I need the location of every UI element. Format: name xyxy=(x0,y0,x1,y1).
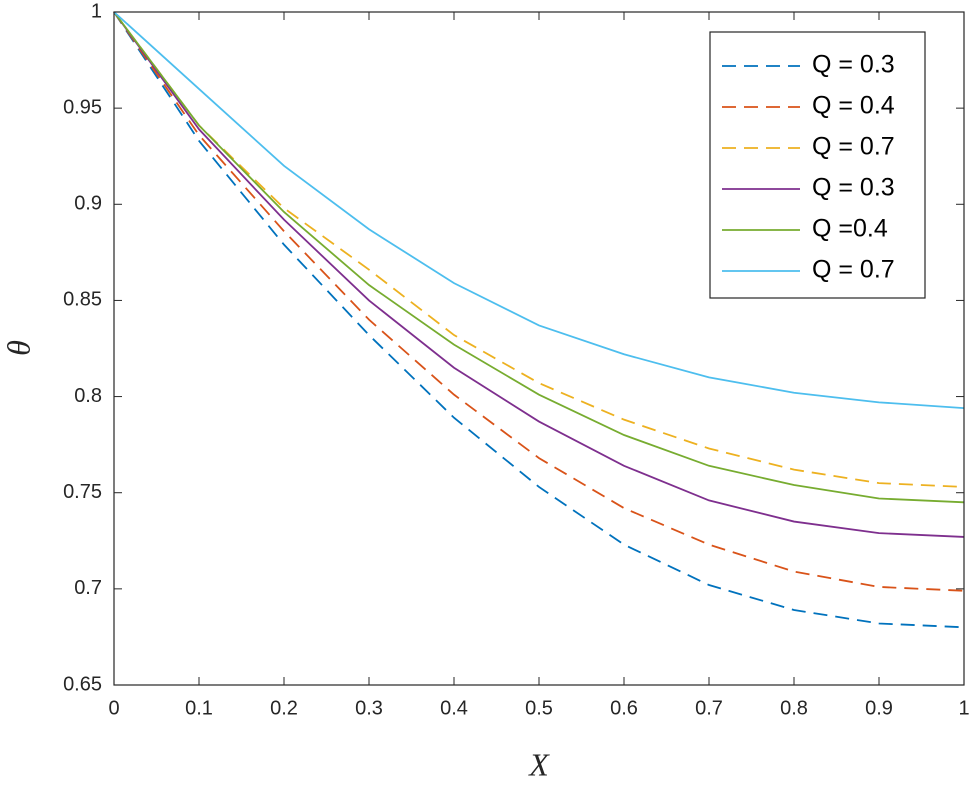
legend-label: Q = 0.7 xyxy=(812,133,895,161)
legend-label: Q = 0.3 xyxy=(812,51,895,79)
y-tick-label: 1 xyxy=(91,0,102,22)
legend-label: Q = 0.4 xyxy=(812,92,895,120)
y-tick-label: 0.75 xyxy=(63,481,102,503)
x-tick-label: 0.6 xyxy=(610,697,638,719)
y-tick-label: 0.9 xyxy=(74,193,102,215)
data-line xyxy=(113,11,965,538)
y-tick-label: 0.7 xyxy=(74,577,102,599)
data-line xyxy=(113,11,965,592)
data-line xyxy=(113,11,965,488)
x-tick-label: 0.2 xyxy=(270,697,298,719)
legend-label: Q = 0.3 xyxy=(812,174,895,202)
x-tick-label: 0.5 xyxy=(525,697,553,719)
y-tick-label: 0.85 xyxy=(63,289,102,311)
x-tick-label: 0.3 xyxy=(355,697,383,719)
data-line xyxy=(113,11,965,504)
y-tick-label: 0.65 xyxy=(63,673,102,695)
y-tick-label: 0.95 xyxy=(63,96,102,118)
x-tick-label: 0.8 xyxy=(780,697,808,719)
data-line xyxy=(113,11,965,410)
x-tick-label: 0.7 xyxy=(695,697,723,719)
data-line xyxy=(113,11,965,629)
x-tick-label: 0.1 xyxy=(185,697,213,719)
legend-box xyxy=(709,31,926,299)
x-tick-label: 0.4 xyxy=(440,697,468,719)
y-axis-title: θ xyxy=(0,340,36,356)
legend-label: Q =0.4 xyxy=(812,215,888,243)
x-tick-label: 1 xyxy=(958,697,969,719)
x-tick-label: 0 xyxy=(108,697,119,719)
x-tick-label: 0.9 xyxy=(865,697,893,719)
legend: Q = 0.3 Q = 0.4 Q = 0.7 Q = 0.3 Q =0.4 Q = 0.… xyxy=(709,31,926,299)
x-axis-title: X xyxy=(527,746,550,782)
axes-box xyxy=(113,11,965,686)
legend-label: Q = 0.7 xyxy=(812,256,895,284)
y-tick-label: 0.8 xyxy=(74,385,102,407)
